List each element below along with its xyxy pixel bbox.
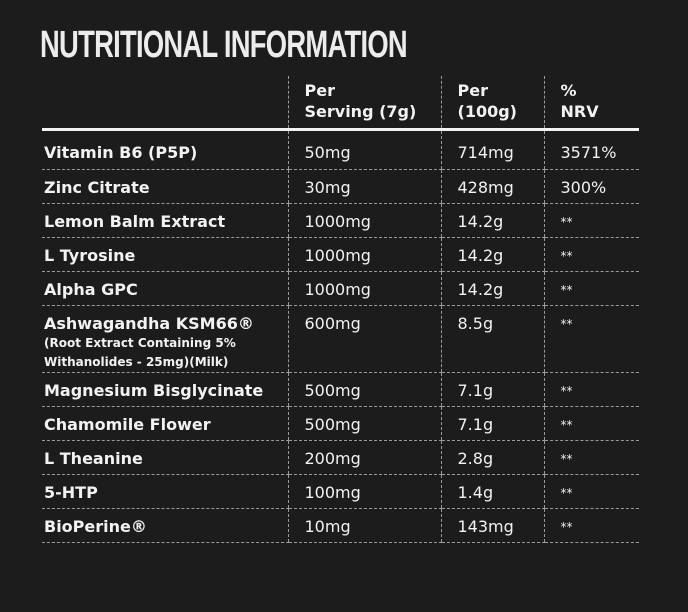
header-text: Serving (7g) xyxy=(304,102,417,121)
ingredient-label: Zinc Citrate xyxy=(44,178,150,197)
per-100g-value: 7.1g xyxy=(440,406,544,441)
ingredient-name: Chamomile Flower xyxy=(42,406,288,441)
ingredient-name: Magnesium Bisglycinate xyxy=(42,372,288,407)
header-row: Per Serving (7g) Per (100g) % NRV xyxy=(42,76,639,131)
ingredient-name: L Tyrosine xyxy=(42,237,288,272)
header-nrv: % NRV xyxy=(543,76,639,131)
per-100g-value: 1.4g xyxy=(440,474,544,509)
table-row: L Tyrosine 1000mg 14.2g ** xyxy=(42,237,639,272)
per-100g-value: 428mg xyxy=(440,169,544,204)
ingredient-name: Lemon Balm Extract xyxy=(42,203,288,238)
nrv-value: 300% xyxy=(543,169,639,204)
header-text: Per xyxy=(304,81,335,100)
ingredient-label: Vitamin B6 (P5P) xyxy=(44,143,198,162)
per-serving-value: 1000mg xyxy=(287,271,441,306)
header-per-100g: Per (100g) xyxy=(440,76,544,131)
ingredient-name: Ashwagandha KSM66® (Root Extract Containi… xyxy=(42,305,288,373)
table-row: Alpha GPC 1000mg 14.2g ** xyxy=(42,271,639,306)
nrv-value: ** xyxy=(543,406,639,441)
nutrition-table: Per Serving (7g) Per (100g) % NRV Vitamin B… xyxy=(42,76,639,543)
ingredient-name: 5-HTP xyxy=(42,474,288,509)
ingredient-name: BioPerine® xyxy=(42,508,288,543)
ingredient-label: Alpha GPC xyxy=(44,280,138,299)
nrv-value: ** xyxy=(543,305,639,373)
table-row: 5-HTP 100mg 1.4g ** xyxy=(42,474,639,509)
nrv-value: ** xyxy=(543,474,639,509)
per-100g-value: 7.1g xyxy=(440,372,544,407)
per-100g-value: 8.5g xyxy=(440,305,544,373)
ingredient-label: L Tyrosine xyxy=(44,246,136,265)
table-row: Ashwagandha KSM66® (Root Extract Containi… xyxy=(42,305,639,373)
header-per-serving: Per Serving (7g) xyxy=(287,76,441,131)
ingredient-label: Chamomile Flower xyxy=(44,415,211,434)
ingredient-name: Alpha GPC xyxy=(42,271,288,306)
per-100g-value: 2.8g xyxy=(440,440,544,475)
per-serving-value: 600mg xyxy=(287,305,441,373)
per-100g-value: 14.2g xyxy=(440,271,544,306)
header-ingredient xyxy=(42,76,288,131)
ingredient-name: Vitamin B6 (P5P) xyxy=(42,129,288,170)
table-row: Vitamin B6 (P5P) 50mg 714mg 3571% xyxy=(42,129,639,170)
table-row: BioPerine® 10mg 143mg ** xyxy=(42,508,639,543)
table-row: Magnesium Bisglycinate 500mg 7.1g ** xyxy=(42,372,639,407)
per-serving-value: 50mg xyxy=(287,129,441,170)
table-row: Chamomile Flower 500mg 7.1g ** xyxy=(42,406,639,441)
table-row: Lemon Balm Extract 1000mg 14.2g ** xyxy=(42,203,639,238)
nrv-value: ** xyxy=(543,440,639,475)
per-100g-value: 714mg xyxy=(440,129,544,170)
header-text: % xyxy=(560,81,577,100)
table-row: L Theanine 200mg 2.8g ** xyxy=(42,440,639,475)
page-title: NUTRITIONAL INFORMATION xyxy=(40,24,408,66)
nrv-value: ** xyxy=(543,271,639,306)
per-serving-value: 10mg xyxy=(287,508,441,543)
ingredient-name: L Theanine xyxy=(42,440,288,475)
ingredient-label: Magnesium Bisglycinate xyxy=(44,381,264,400)
per-100g-value: 14.2g xyxy=(440,203,544,238)
ingredient-label: Ashwagandha KSM66® xyxy=(44,314,254,333)
per-serving-value: 1000mg xyxy=(287,203,441,238)
ingredient-label: L Theanine xyxy=(44,449,143,468)
per-100g-value: 143mg xyxy=(440,508,544,543)
ingredient-note: (Root Extract Containing 5% Withanolides… xyxy=(44,336,236,369)
header-text: (100g) xyxy=(457,102,517,121)
nrv-value: ** xyxy=(543,203,639,238)
per-serving-value: 500mg xyxy=(287,406,441,441)
ingredient-label: Lemon Balm Extract xyxy=(44,212,226,231)
per-serving-value: 30mg xyxy=(287,169,441,204)
header-text: NRV xyxy=(560,102,599,121)
per-serving-value: 100mg xyxy=(287,474,441,509)
per-serving-value: 500mg xyxy=(287,372,441,407)
nrv-value: ** xyxy=(543,372,639,407)
ingredient-label: BioPerine® xyxy=(44,517,147,536)
per-100g-value: 14.2g xyxy=(440,237,544,272)
nrv-value: ** xyxy=(543,237,639,272)
ingredient-name: Zinc Citrate xyxy=(42,169,288,204)
per-serving-value: 200mg xyxy=(287,440,441,475)
nrv-value: ** xyxy=(543,508,639,543)
per-serving-value: 1000mg xyxy=(287,237,441,272)
ingredient-label: 5-HTP xyxy=(44,483,98,502)
nrv-value: 3571% xyxy=(543,129,639,170)
table-row: Zinc Citrate 30mg 428mg 300% xyxy=(42,169,639,204)
header-text: Per xyxy=(457,81,488,100)
